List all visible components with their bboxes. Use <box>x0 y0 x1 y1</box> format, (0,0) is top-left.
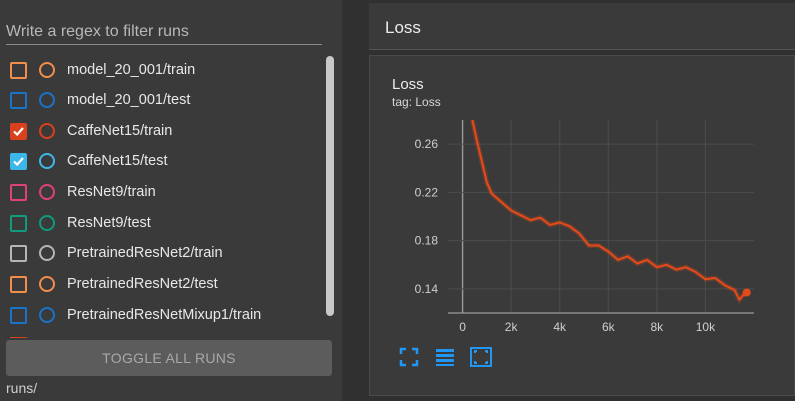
run-list-scroll-thumb[interactable] <box>326 56 334 316</box>
x-tick-label: 8k <box>651 320 665 334</box>
run-color-swatch[interactable] <box>39 276 55 292</box>
run-item[interactable]: ResNet9/train <box>10 177 320 207</box>
loss-line-chart[interactable]: 0 2k 4k 6k 8k 10k 0.14 0.18 0.22 0.26 <box>370 56 794 346</box>
run-name: PretrainedResNet2/test <box>67 276 218 292</box>
run-item[interactable]: CaffeNet15/test <box>10 146 320 176</box>
run-checkbox[interactable] <box>10 152 27 170</box>
fit-domain-icon[interactable] <box>469 346 492 368</box>
y-tick-label: 0.22 <box>415 185 439 199</box>
y-tick-label: 0.14 <box>415 282 439 296</box>
y-tick-label: 0.26 <box>415 137 439 151</box>
run-color-swatch[interactable] <box>39 153 55 169</box>
series-last-point[interactable] <box>742 288 751 297</box>
run-item[interactable]: model_20_001/test <box>10 85 320 115</box>
toggle-all-runs-button[interactable]: TOGGLE ALL RUNS <box>6 340 332 376</box>
run-color-swatch[interactable] <box>39 123 55 139</box>
run-checkbox[interactable] <box>10 275 27 293</box>
series-line[interactable] <box>471 119 748 301</box>
checkmark-icon <box>13 126 24 136</box>
run-name: PretrainedResNet2/train <box>67 245 223 261</box>
x-tick-label: 4k <box>553 320 567 334</box>
run-color-swatch[interactable] <box>39 307 55 323</box>
chart-card-title: Loss <box>392 76 424 93</box>
fullscreen-icon[interactable] <box>398 346 420 368</box>
chart-card-tag: tag: Loss <box>392 95 441 109</box>
run-checkbox[interactable] <box>10 244 27 262</box>
run-item[interactable]: model_20_001/train <box>10 55 320 85</box>
run-selector-list: model_20_001/train model_20_001/test Caf… <box>0 54 322 338</box>
checkmark-icon <box>13 156 24 166</box>
run-name: ResNet9/train <box>67 184 156 200</box>
run-item[interactable]: PretrainedResNet2/test <box>10 269 320 299</box>
run-checkbox[interactable] <box>10 122 27 140</box>
run-color-swatch[interactable] <box>39 215 55 231</box>
run-item[interactable]: PretrainedResNetMixup1/train <box>10 300 320 330</box>
run-name: CaffeNet15/test <box>67 153 168 169</box>
run-filter-input[interactable] <box>6 14 322 44</box>
run-color-swatch[interactable] <box>39 184 55 200</box>
run-name: ResNet9/test <box>67 215 151 231</box>
runs-sidebar: model_20_001/train model_20_001/test Caf… <box>0 0 342 401</box>
x-tick-label: 0 <box>459 320 466 334</box>
log-directory-label: runs/ <box>6 380 38 396</box>
run-color-swatch[interactable] <box>39 62 55 78</box>
run-name: PretrainedResNetMixup1/train <box>67 307 262 323</box>
run-checkbox[interactable] <box>10 61 27 79</box>
run-name: model_20_001/test <box>67 92 191 108</box>
run-item[interactable]: CaffeNet15/train <box>10 116 320 146</box>
run-item[interactable]: ResNet9/test <box>10 208 320 238</box>
x-tick-label: 10k <box>696 320 716 334</box>
run-checkbox[interactable] <box>10 183 27 201</box>
run-filter-field[interactable] <box>6 14 322 45</box>
scalar-chart-card: Loss tag: Loss 0 2k 4k 6k 8k 10k 0.14 0.18 0.22 0… <box>369 55 795 396</box>
x-tick-label: 6k <box>602 320 616 334</box>
run-color-swatch[interactable] <box>39 92 55 108</box>
category-header[interactable]: Loss <box>369 3 795 50</box>
y-tick-label: 0.18 <box>415 234 439 248</box>
category-title: Loss <box>385 18 421 37</box>
run-checkbox[interactable] <box>10 306 27 324</box>
run-color-swatch[interactable] <box>39 245 55 261</box>
run-item[interactable]: PretrainedResNet2/train <box>10 238 320 268</box>
data-table-icon[interactable] <box>434 346 456 368</box>
run-checkbox[interactable] <box>10 214 27 232</box>
run-item-partial <box>10 337 27 338</box>
run-name: CaffeNet15/train <box>67 123 173 139</box>
run-checkbox[interactable] <box>10 91 27 109</box>
x-tick-label: 2k <box>505 320 519 334</box>
run-name: model_20_001/train <box>67 62 196 78</box>
